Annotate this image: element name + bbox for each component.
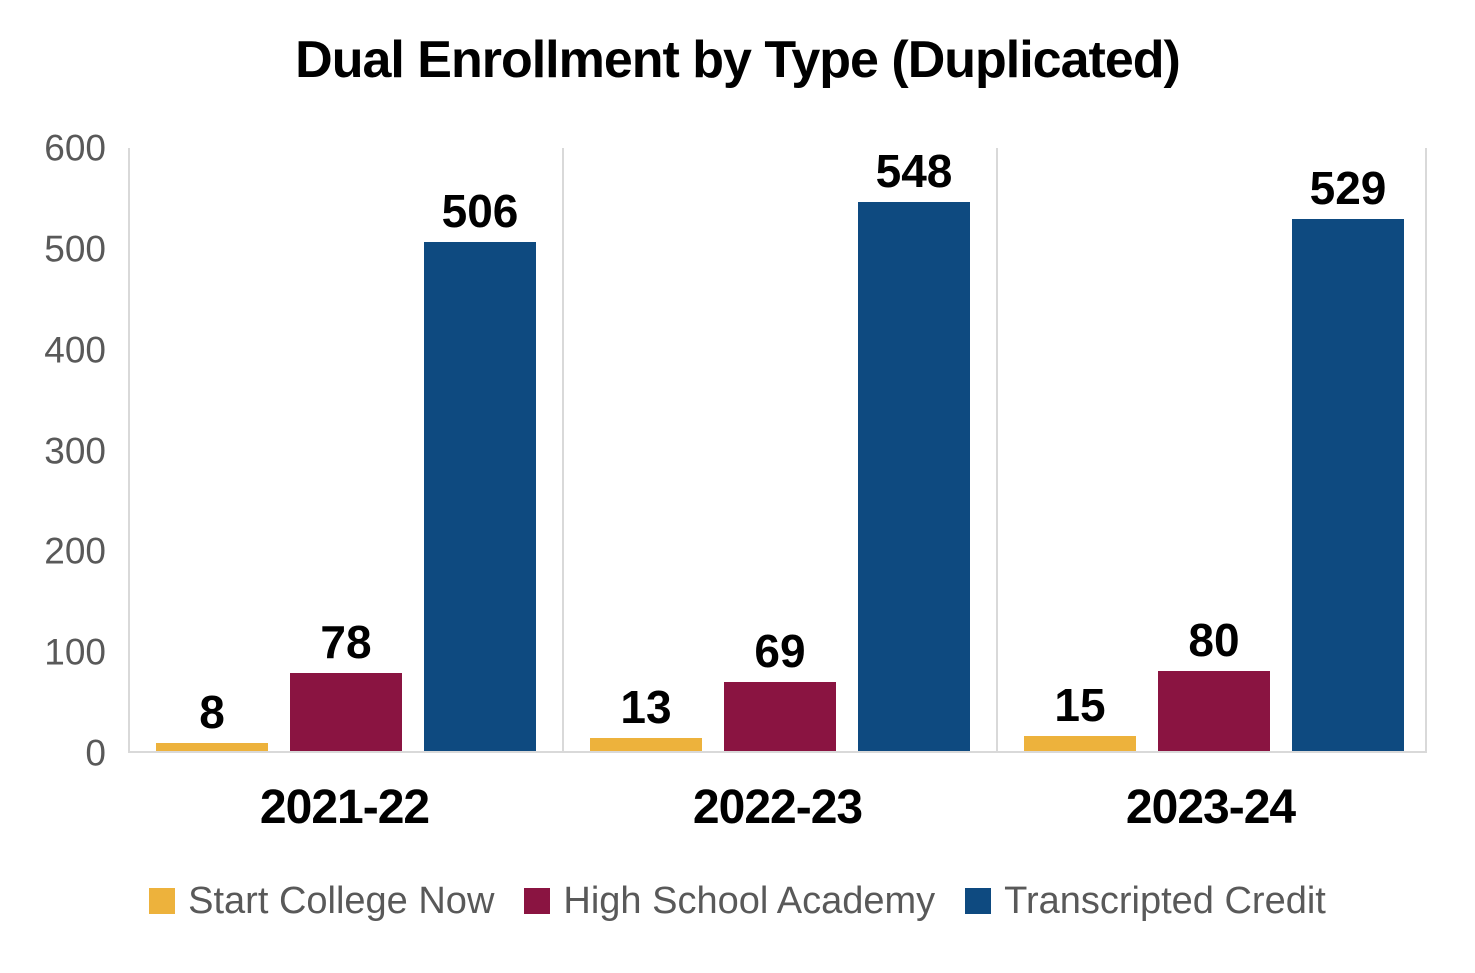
chart-title: Dual Enrollment by Type (Duplicated)	[295, 31, 1181, 89]
bar-slot: 78	[290, 148, 402, 751]
bar-slot: 15	[1024, 148, 1136, 751]
y-tick-100: 100	[44, 631, 106, 673]
legend-label: Start College Now	[188, 880, 495, 922]
y-tick-200: 200	[44, 530, 106, 572]
y-tick-500: 500	[44, 228, 106, 270]
category-panel-2023-24: 15 80 529	[996, 148, 1430, 751]
bar-slot: 8	[156, 148, 268, 751]
data-label: 80	[1188, 613, 1240, 666]
y-tick-400: 400	[44, 329, 106, 371]
bar-high-school-academy	[1158, 670, 1270, 751]
x-label-2021-22: 2021-22	[259, 781, 430, 834]
bar-transcripted-credit	[1292, 219, 1404, 751]
legend-item-transcripted-credit: Transcripted Credit	[965, 882, 1326, 920]
plot-area: 8 78 506 13 69 548 15 80	[128, 148, 1427, 753]
legend-swatch-icon	[524, 888, 551, 914]
bar-slot: 548	[858, 148, 970, 751]
y-tick-600: 600	[44, 127, 106, 169]
legend-swatch-icon	[149, 888, 176, 914]
legend-label: Transcripted Credit	[1004, 880, 1326, 922]
data-label: 529	[1309, 162, 1387, 215]
data-label: 548	[875, 145, 953, 197]
bar-transcripted-credit	[424, 242, 536, 751]
bar-slot: 506	[424, 148, 536, 751]
data-label: 15	[1054, 678, 1106, 731]
legend-swatch-icon	[965, 888, 992, 914]
x-label-2022-23: 2022-23	[692, 781, 863, 834]
bar-high-school-academy	[724, 681, 836, 751]
bar-slot: 13	[590, 148, 702, 751]
y-tick-300: 300	[44, 430, 106, 471]
legend-label: High School Academy	[563, 880, 936, 922]
x-label-2023-24: 2023-24	[1125, 781, 1296, 834]
bar-high-school-academy	[290, 672, 402, 751]
bar-start-college-now	[1024, 735, 1136, 751]
bar-start-college-now	[590, 737, 702, 751]
y-tick-0: 0	[85, 732, 106, 774]
y-axis: 600 500 400 300 200 100 0	[0, 130, 106, 772]
bar-transcripted-credit	[858, 202, 970, 751]
data-label: 13	[620, 680, 672, 733]
legend: Start College Now High School Academy Tr…	[0, 882, 1475, 920]
bar-start-college-now	[156, 742, 268, 751]
bar-slot: 529	[1292, 148, 1404, 751]
data-label: 506	[441, 185, 519, 238]
x-axis: 2021-22 2022-23 2023-24	[128, 780, 1427, 835]
legend-item-start-college-now: Start College Now	[149, 882, 494, 920]
category-panel-2022-23: 13 69 548	[562, 148, 996, 751]
bar-slot: 80	[1158, 148, 1270, 751]
data-label: 78	[320, 615, 372, 668]
data-label: 8	[199, 685, 225, 738]
category-panel-2021-22: 8 78 506	[130, 148, 562, 751]
data-label: 69	[754, 624, 806, 677]
bar-slot: 69	[724, 148, 836, 751]
legend-item-high-school-academy: High School Academy	[524, 882, 935, 920]
